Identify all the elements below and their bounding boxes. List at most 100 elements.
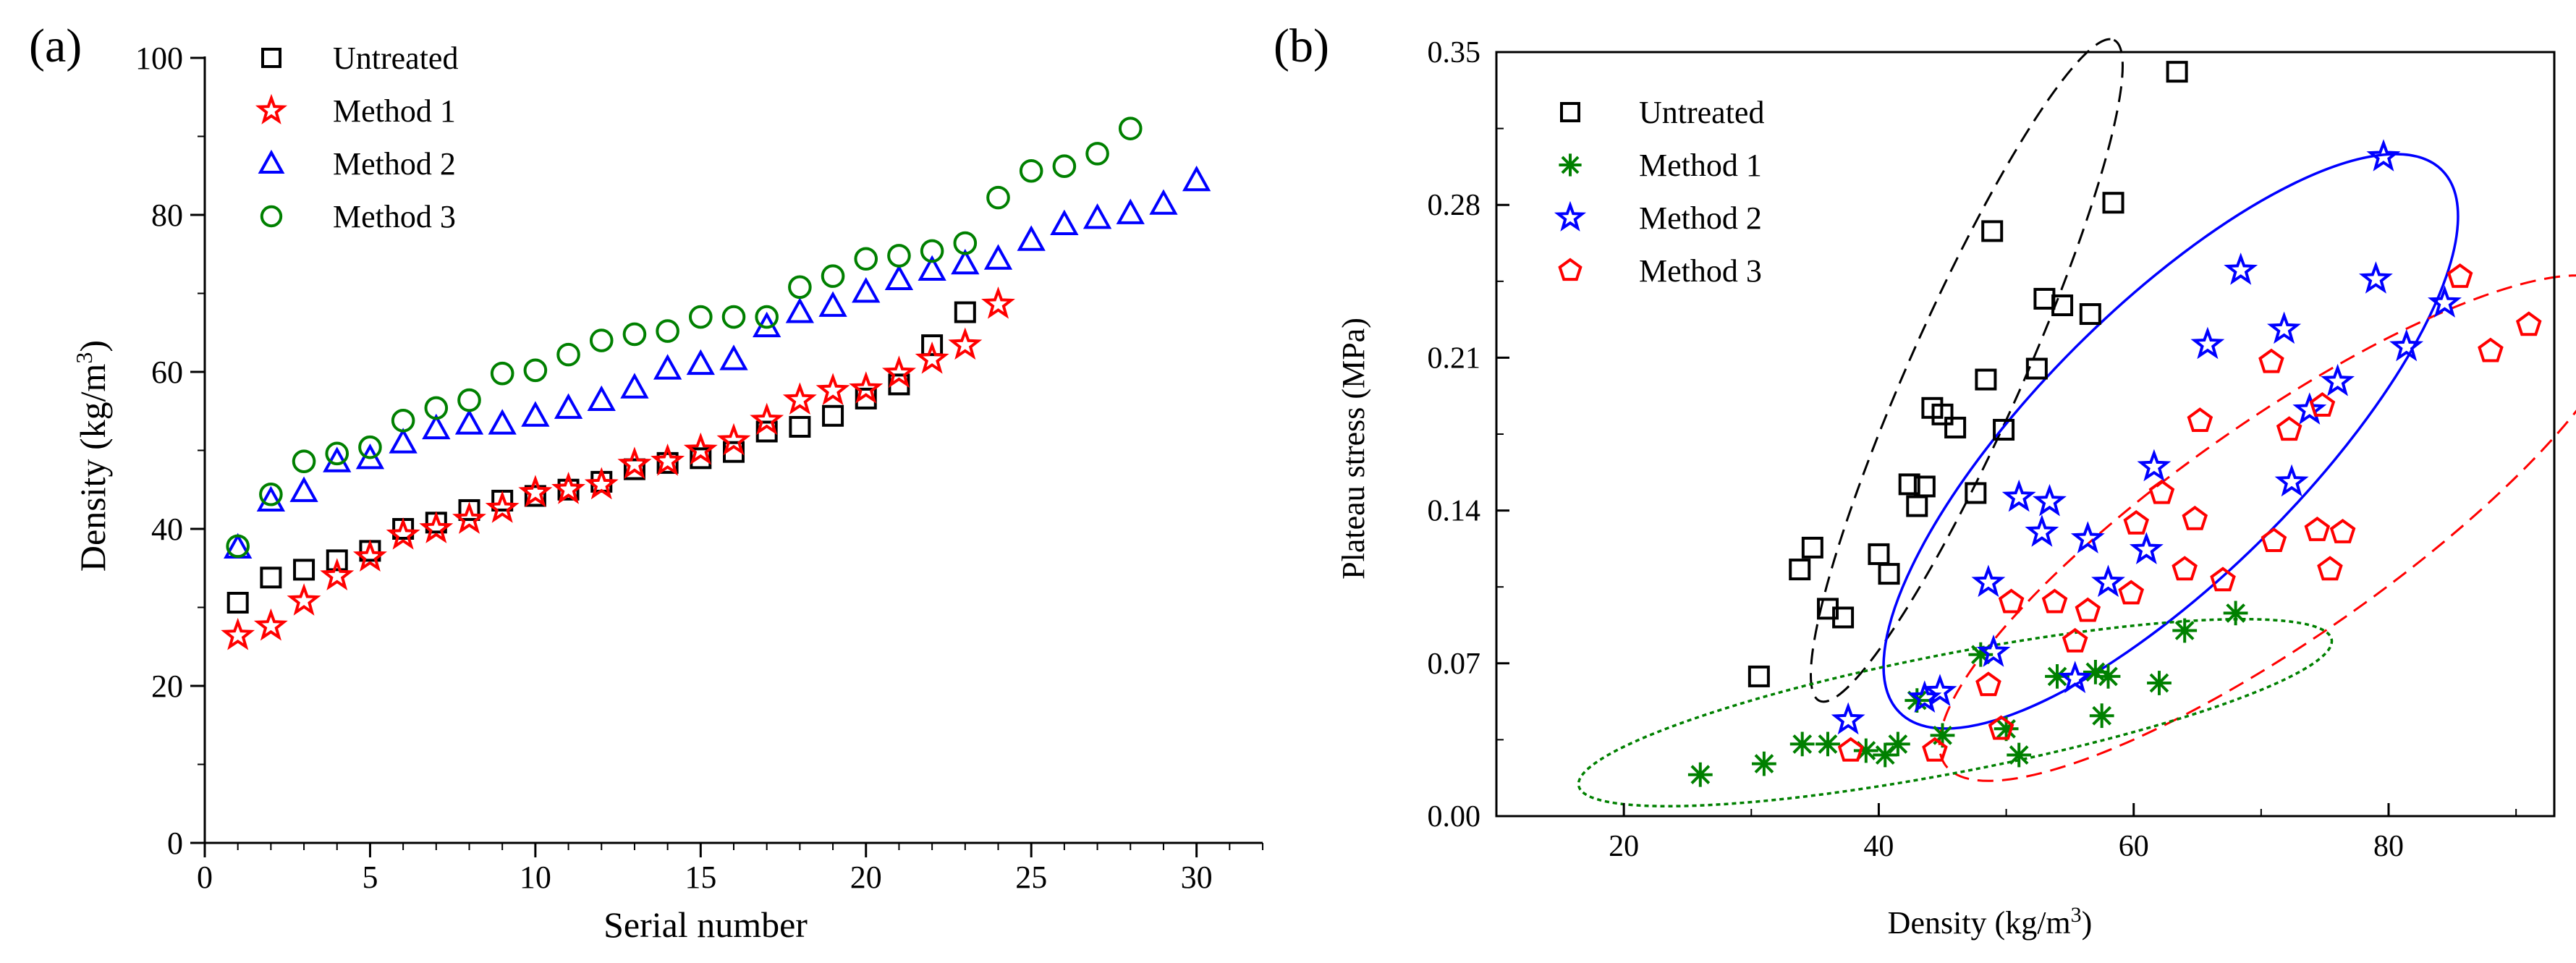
point-method-3	[556, 342, 580, 367]
point-method-2	[1082, 203, 1112, 229]
point-b-method-1	[2223, 601, 2248, 626]
point-b-method-3	[2118, 580, 2145, 605]
point-method-2	[521, 401, 550, 427]
point-b-method-3	[1998, 588, 2025, 614]
panel-b: (b) 20 40 60 80 0.00 0.07 0.14 0.21 0.28 0.35 Den…	[1274, 20, 2576, 941]
point-method-3	[457, 388, 481, 412]
panel-a-xtick-label: 20	[850, 860, 882, 895]
panel-b-xtick-label: 60	[2119, 830, 2149, 863]
point-b-untreated	[1898, 473, 1920, 496]
point-method-3	[259, 482, 283, 506]
point-method-1	[253, 608, 288, 641]
point-b-method-3	[2041, 588, 2068, 614]
legend-b-label-method-1: Method 1	[1639, 148, 1762, 183]
point-untreated	[458, 499, 480, 521]
point-b-method-1	[1994, 716, 2019, 742]
point-method-2	[323, 446, 352, 472]
point-method-2	[454, 409, 484, 435]
panel-b-xlabel-tail: )	[2082, 905, 2093, 941]
point-b-method-3	[2478, 337, 2504, 362]
point-method-2	[818, 291, 847, 317]
point-method-3	[986, 185, 1010, 210]
point-untreated	[260, 567, 282, 589]
point-b-method-2	[2091, 564, 2125, 598]
point-b-method-2	[2058, 661, 2093, 693]
point-method-3	[490, 361, 514, 386]
point-b-method-3	[2172, 556, 2198, 581]
panel-a-xtick-label: 30	[1181, 860, 1213, 895]
point-b-method-1	[2007, 742, 2032, 768]
panel-b-xlabel: Density (kg/m3)	[1888, 903, 2093, 941]
point-method-2	[884, 264, 914, 290]
point-b-method-2	[2274, 464, 2309, 497]
point-b-method-3	[2261, 527, 2287, 552]
panel-b-ytick-label: 0.07	[1428, 648, 1481, 681]
point-b-method-1	[2147, 671, 2172, 695]
point-method-2	[587, 385, 616, 412]
point-b-method-3	[2148, 479, 2175, 504]
point-b-untreated	[1868, 543, 1890, 565]
point-untreated	[855, 387, 877, 410]
panel-b-ytick-label: 0.14	[1428, 495, 1481, 528]
point-b-method-2	[2267, 311, 2302, 344]
point-b-method-2	[1971, 564, 2006, 598]
point-method-3	[656, 319, 679, 343]
point-b-method-1	[1886, 731, 1910, 757]
point-method-2	[422, 413, 451, 440]
point-method-3	[788, 275, 812, 300]
legend-b-marker-method-3	[1558, 258, 1583, 281]
point-method-1	[915, 341, 949, 374]
point-b-method-2	[2428, 285, 2462, 318]
point-method-1	[782, 382, 817, 415]
point-b-method-3	[2304, 517, 2331, 541]
panel-a-xtick-label: 15	[685, 860, 716, 895]
series-b-method-2	[1831, 139, 2462, 735]
point-method-1	[551, 472, 585, 504]
panel-a-ylabel-sup: 3	[71, 352, 97, 364]
point-b-method-1	[1873, 742, 1898, 768]
point-method-1	[386, 517, 420, 550]
point-b-untreated	[1832, 606, 1855, 629]
point-b-method-3	[1975, 671, 2001, 697]
point-b-method-2	[2321, 363, 2355, 396]
point-method-1	[518, 475, 553, 507]
point-untreated	[293, 559, 315, 581]
point-b-method-2	[2190, 326, 2225, 360]
point-untreated	[690, 447, 712, 470]
point-b-method-2	[2001, 479, 2036, 512]
point-b-method-1	[2096, 664, 2121, 689]
point-method-2	[983, 244, 1013, 270]
point-method-3	[391, 408, 415, 433]
point-method-2	[951, 248, 980, 275]
point-method-2	[1182, 165, 1211, 192]
legend-b-marker-untreated	[1560, 102, 1580, 122]
legend-label-method-3: Method 3	[333, 199, 456, 234]
panel-a-ylabel: Density (kg/m3)	[71, 340, 113, 572]
panel-a-label: (a)	[29, 20, 82, 72]
panel-a-xlabel: Serial number	[603, 904, 808, 945]
panel-a-xtick-label: 25	[1015, 860, 1047, 895]
point-method-2	[289, 476, 318, 502]
panel-a-legend: Untreated Method 1 Method 2 Method 3	[255, 41, 458, 234]
legend-b-marker-method-2	[1554, 200, 1587, 232]
point-method-3	[689, 305, 713, 329]
panel-b-ylabel: Plateau stress (MPa)	[1336, 318, 1371, 580]
point-b-method-2	[1923, 674, 1957, 707]
point-method-3	[622, 322, 647, 347]
point-method-3	[1019, 158, 1043, 183]
legend-label-method-1: Method 1	[333, 93, 456, 129]
point-b-method-3	[2446, 263, 2473, 288]
point-method-3	[589, 328, 614, 352]
panel-a-ytick-label: 0	[167, 826, 183, 861]
point-b-method-1	[2089, 703, 2114, 729]
panel-a-xtick-label: 5	[362, 860, 378, 895]
legend-marker-method-3	[260, 205, 283, 228]
point-b-untreated	[1789, 559, 1811, 581]
point-b-method-2	[2070, 521, 2105, 553]
point-method-1	[320, 558, 355, 590]
point-b-method-2	[2137, 449, 2172, 482]
panel-b-ytick-label: 0.35	[1428, 36, 1481, 69]
panel-a-ylabel-tail: )	[72, 340, 113, 352]
point-method-1	[485, 491, 520, 523]
